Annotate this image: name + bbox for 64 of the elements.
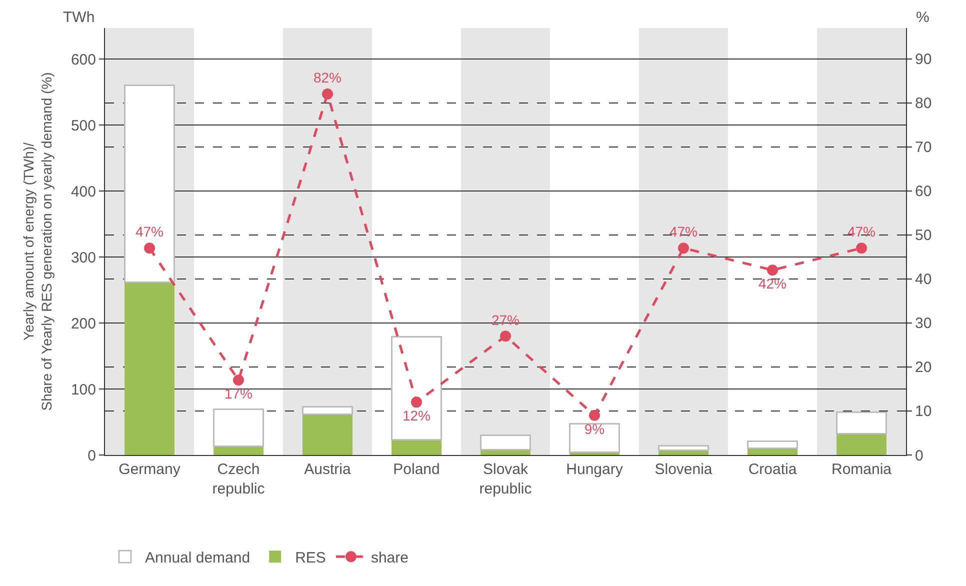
data-label: 12% [402, 408, 431, 424]
point [233, 374, 244, 386]
bar [568, 423, 620, 454]
y-tick-label: 200 [70, 315, 96, 332]
point [500, 330, 511, 342]
x-tick-label: Croatia [748, 461, 798, 478]
bar [214, 446, 264, 455]
y-tick-label: 300 [70, 249, 96, 266]
y-tick-label: 500 [70, 117, 96, 134]
y2-tick-label: 80 [915, 95, 932, 112]
point [767, 264, 778, 276]
y-tick-label: 600 [70, 51, 96, 68]
y-tick-label: 100 [70, 381, 96, 398]
bar [302, 406, 354, 415]
point [589, 410, 600, 421]
y-tick-label: 0 [88, 447, 96, 464]
bar [392, 440, 442, 455]
y2-tick-label: 30 [915, 315, 932, 332]
bar [124, 282, 174, 455]
bar [212, 408, 264, 448]
point [322, 88, 333, 100]
bar [748, 448, 798, 455]
legend-label: RES [295, 550, 326, 566]
y-tick-label: 400 [70, 183, 96, 200]
data-label: 47% [135, 224, 164, 240]
y2-tick-label: 50 [915, 227, 932, 244]
x-tick-label: Hungary [566, 461, 624, 478]
x-tick-label: Slovenia [654, 461, 713, 478]
y2-tick-label: 0 [915, 447, 924, 464]
bar [746, 440, 798, 450]
data-label: 42% [758, 275, 787, 292]
x-tick-label: Romania [831, 461, 892, 478]
x-tick-label: Poland [393, 461, 440, 478]
legend-label: Annual demand [145, 550, 250, 566]
y-axis-title: Yearly amount of energy (TWh)/ Share of Yearly RES generation on yearly demand (%) [20, 72, 55, 411]
y2-tick-label: 20 [915, 359, 932, 376]
data-label: 82% [313, 70, 342, 86]
y2-tick-label: 10 [915, 403, 932, 420]
data-label: 9% [584, 420, 605, 437]
legend-label: share [370, 550, 408, 566]
point [678, 242, 689, 254]
x-tick-label: Czech republic [212, 461, 266, 498]
bar [302, 414, 352, 455]
x-tick-label: Germany [118, 461, 181, 478]
point [856, 242, 867, 254]
text: TWh [63, 9, 95, 26]
data-label: 47% [669, 224, 698, 240]
y2-tick-label: 40 [915, 271, 932, 288]
bar [836, 411, 888, 435]
bar [390, 336, 442, 441]
y2-tick-label: 60 [915, 183, 932, 200]
point [144, 242, 155, 254]
y2-axis-title: % [916, 9, 930, 26]
bar [480, 434, 532, 450]
bar [658, 445, 710, 452]
x-tick-label: Slovak republic [479, 461, 532, 498]
data-label: 47% [847, 224, 876, 240]
x-tick-label: Austria [304, 461, 352, 478]
bar [124, 84, 176, 283]
data-label: 17% [224, 386, 253, 402]
point [411, 396, 422, 408]
y2-tick-label: 90 [915, 51, 932, 68]
bar [836, 434, 886, 455]
y2-tick-label: 70 [915, 139, 932, 156]
